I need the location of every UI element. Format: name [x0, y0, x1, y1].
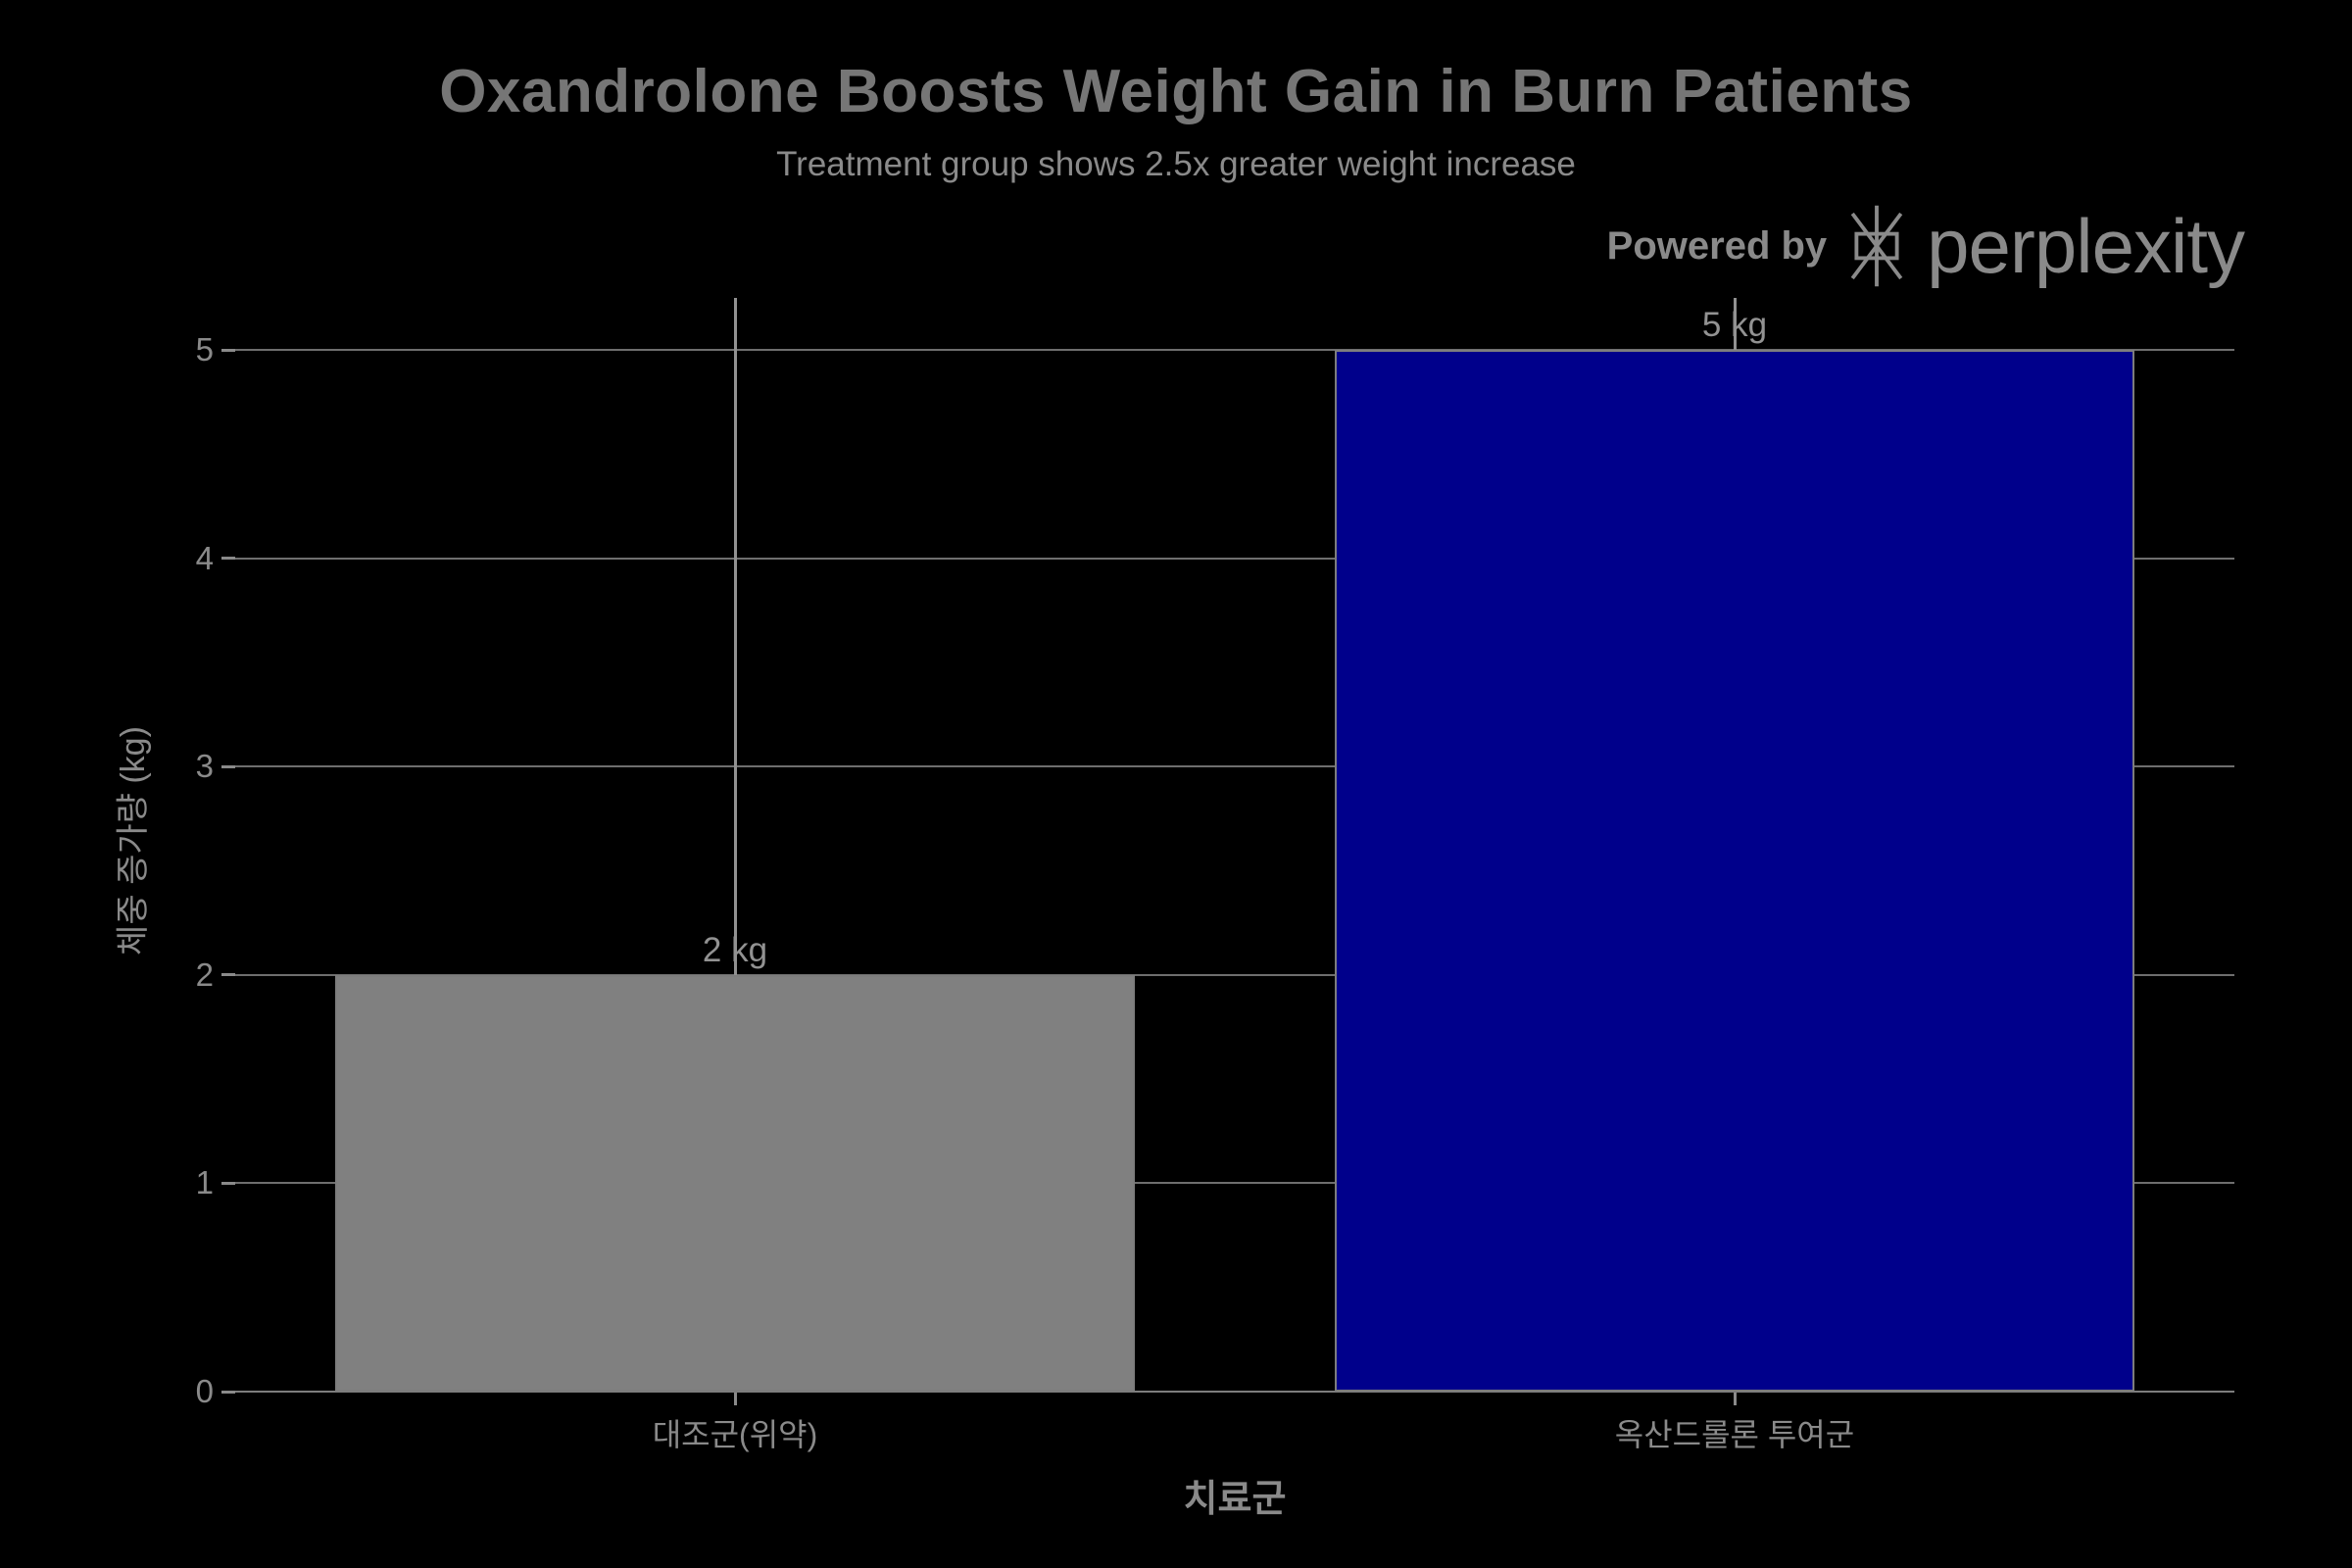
y-tick-mark [221, 764, 235, 768]
bar-control [335, 974, 1135, 1392]
y-tick-mark [221, 557, 235, 561]
y-tick-mark [221, 1390, 235, 1394]
powered-by-branding: Powered by perplexity [1606, 192, 2245, 300]
y-tick-label: 1 [195, 1164, 214, 1201]
chart-subtitle: Treatment group shows 2.5x greater weigh… [776, 145, 1576, 183]
y-gridline [235, 557, 2234, 560]
y-tick-mark [221, 348, 235, 352]
chart-title: Oxandrolone Boosts Weight Gain in Burn P… [439, 58, 1913, 125]
bar-value-label: 2 kg [702, 930, 768, 969]
x-tick-label: 대조군(위약) [652, 1417, 818, 1452]
x-tick-mark [1733, 1393, 1737, 1405]
perplexity-wordmark: perplexity [1927, 203, 2245, 289]
error-whisker [1733, 297, 1737, 350]
y-tick-label: 0 [195, 1373, 214, 1409]
x-axis-line [235, 1391, 2234, 1393]
y-gridline [235, 973, 2234, 976]
y-tick-label: 5 [195, 331, 214, 368]
y-tick-label: 3 [195, 748, 214, 785]
y-tick-label: 2 [195, 956, 214, 993]
y-tick-mark [221, 973, 235, 977]
x-axis-title: 치료군 [1183, 1479, 1287, 1520]
y-gridline [235, 1182, 2234, 1185]
powered-by-label: Powered by [1606, 223, 1828, 268]
perplexity-logo-icon [1844, 202, 1909, 290]
y-gridline [235, 349, 2234, 351]
bar-value-label: 5 kg [1701, 306, 1768, 344]
y-gridline [235, 765, 2234, 768]
x-tick-mark [733, 1393, 737, 1405]
y-axis-title: 체중 증가량 (kg) [115, 726, 152, 956]
x-tick-label: 옥산드롤론 투여군 [1614, 1417, 1855, 1452]
bar-treatment [1335, 350, 2134, 1392]
error-whisker [733, 297, 737, 975]
y-tick-mark [221, 1181, 235, 1185]
y-tick-label: 4 [195, 539, 214, 576]
